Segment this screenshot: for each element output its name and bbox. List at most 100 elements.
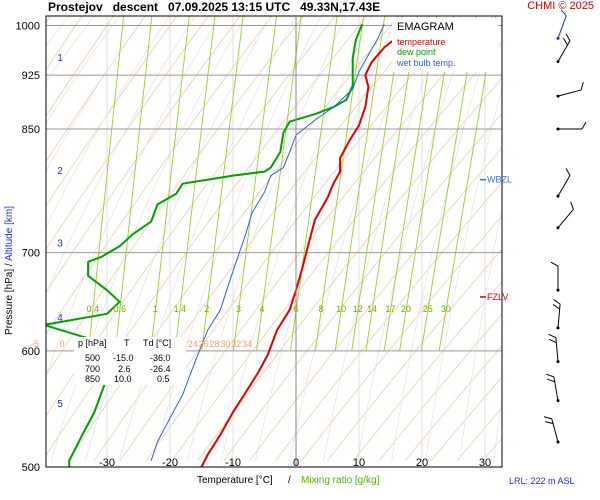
wind-barb-flag	[581, 121, 587, 130]
wind-barb-staff	[553, 376, 559, 401]
x-axis-title: Temperature [°C] / Mixing ratio [g/kg]	[197, 475, 380, 486]
dry-adiabat	[509, 16, 600, 461]
mixing-ratio-line	[232, 16, 278, 351]
mixing-ratio-line	[114, 16, 153, 351]
theta-label: 26	[199, 339, 209, 349]
legend-wet-bulb: wet bulb temp.	[396, 58, 456, 68]
theta-label: 30	[220, 339, 230, 349]
wind-barb-flag	[548, 338, 557, 344]
wind-barb-dot	[556, 60, 560, 64]
dry-adiabat	[404, 345, 502, 461]
data-table-box	[74, 337, 186, 385]
moist-adiabat	[562, 16, 600, 461]
series-wet-bulb-temp	[150, 23, 385, 461]
mixing-ratio-label: 2	[204, 304, 209, 314]
wind-barb	[556, 9, 567, 40]
wind-barb	[550, 261, 560, 292]
wind-barb-dot	[556, 94, 560, 98]
x-tick-label: 30	[479, 457, 491, 469]
dry-adiabat	[352, 281, 502, 461]
svg-text:Pressure [hPa] / Altitude [km]: Pressure [hPa] / Altitude [km]	[4, 206, 15, 335]
mixing-ratio-label: 1	[153, 304, 158, 314]
moist-adiabat	[46, 16, 221, 377]
table-cell: 10.0	[114, 374, 132, 384]
plot-area	[46, 16, 502, 467]
x-tick-label: 0	[293, 457, 299, 469]
dry-adiabat	[275, 181, 502, 461]
wind-barb-staff	[557, 40, 571, 62]
wind-barb-flag	[565, 33, 571, 41]
wind-barb	[556, 121, 587, 131]
table-cell: 850	[85, 374, 100, 384]
theta-label: 28	[210, 339, 220, 349]
mixing-ratio-label: 4	[259, 304, 264, 314]
table-cell: 700	[85, 364, 100, 374]
theta-label: 0	[60, 339, 65, 349]
dry-adiabat	[46, 16, 209, 251]
mixing-ratio-label: 17	[385, 304, 395, 314]
dry-adiabat	[46, 16, 241, 293]
mixing-ratio-label: 14	[367, 304, 377, 314]
altitude-tick-label: 4	[57, 313, 63, 324]
wind-barb-flag	[543, 416, 552, 420]
mixing-ratio-label: 30	[441, 304, 451, 314]
table-cell: 2.6	[118, 364, 131, 374]
mixing-ratio-label: 10	[336, 304, 346, 314]
wind-barb-flag	[546, 378, 555, 383]
altitude-tick-label: 3	[57, 239, 63, 250]
wind-barb-flag	[560, 9, 567, 17]
wind-barb	[552, 299, 561, 330]
wind-barb-dot	[556, 226, 560, 230]
legend-temperature: temperature	[397, 37, 446, 47]
mixing-ratio-label: 20	[401, 304, 411, 314]
moist-adiabat	[46, 16, 171, 228]
data-table: p [hPa] T Td [°C] 500 -15.0 -36.0 700 2.…	[74, 337, 186, 385]
y-tick-label: 600	[22, 346, 40, 358]
wind-barb-staff	[557, 208, 574, 229]
wind-barb-dot	[556, 440, 560, 444]
mixing-ratio-label: 0.6	[114, 304, 127, 314]
mixing-ratio-line	[334, 16, 386, 351]
altitude-tick-label: 5	[57, 399, 63, 410]
wind-barb	[556, 201, 574, 230]
y-tick-label: 850	[22, 124, 40, 136]
moist-adiabat	[493, 394, 502, 461]
wind-barb-flag	[548, 333, 557, 339]
wind-barb-flag	[545, 421, 554, 425]
wind-barb	[543, 416, 560, 444]
mixing-ratio-label: 6	[294, 304, 299, 314]
wind-barb-flag	[550, 261, 559, 267]
altitude-tick-label: 2	[57, 166, 63, 177]
moist-adiabat	[596, 16, 600, 461]
wind-barb-dot	[556, 288, 560, 292]
table-header-p: p [hPa]	[78, 338, 107, 348]
wind-barb-dot	[556, 194, 560, 198]
chart-title: Prostejov descent 07.09.2025 13:15 UTC 4…	[48, 0, 381, 14]
series-temperature	[200, 23, 417, 467]
dry-adiabat	[46, 16, 114, 117]
mixing-ratio-line	[314, 16, 365, 351]
wind-barb	[556, 168, 571, 198]
wind-barb	[548, 333, 560, 364]
mixing-ratio-line	[88, 16, 125, 351]
dry-adiabat	[197, 77, 502, 461]
theta-label: 32	[231, 339, 241, 349]
table-header-td: Td [°C]	[143, 338, 171, 348]
dry-adiabat	[249, 147, 502, 461]
moist-adiabat	[528, 16, 599, 461]
wind-barb-dot	[556, 36, 560, 40]
moist-adiabat	[425, 87, 502, 461]
moist-adiabat	[46, 16, 196, 295]
wind-barbs	[543, 9, 587, 444]
y-axis-pressure-label: Pressure [hPa]	[4, 269, 15, 335]
wind-barb-flag	[580, 82, 584, 91]
dry-adiabat	[301, 215, 502, 461]
mixing-ratio-label: 25	[423, 304, 433, 314]
wind-barb-flag	[546, 373, 555, 378]
moist-adiabat	[187, 16, 347, 461]
level-label-fzlv: FZLV	[487, 292, 508, 302]
dry-adiabat	[378, 313, 502, 461]
theta-label: -5	[31, 339, 39, 349]
wind-barb-dot	[556, 326, 560, 330]
y-tick-label: 500	[22, 462, 40, 474]
